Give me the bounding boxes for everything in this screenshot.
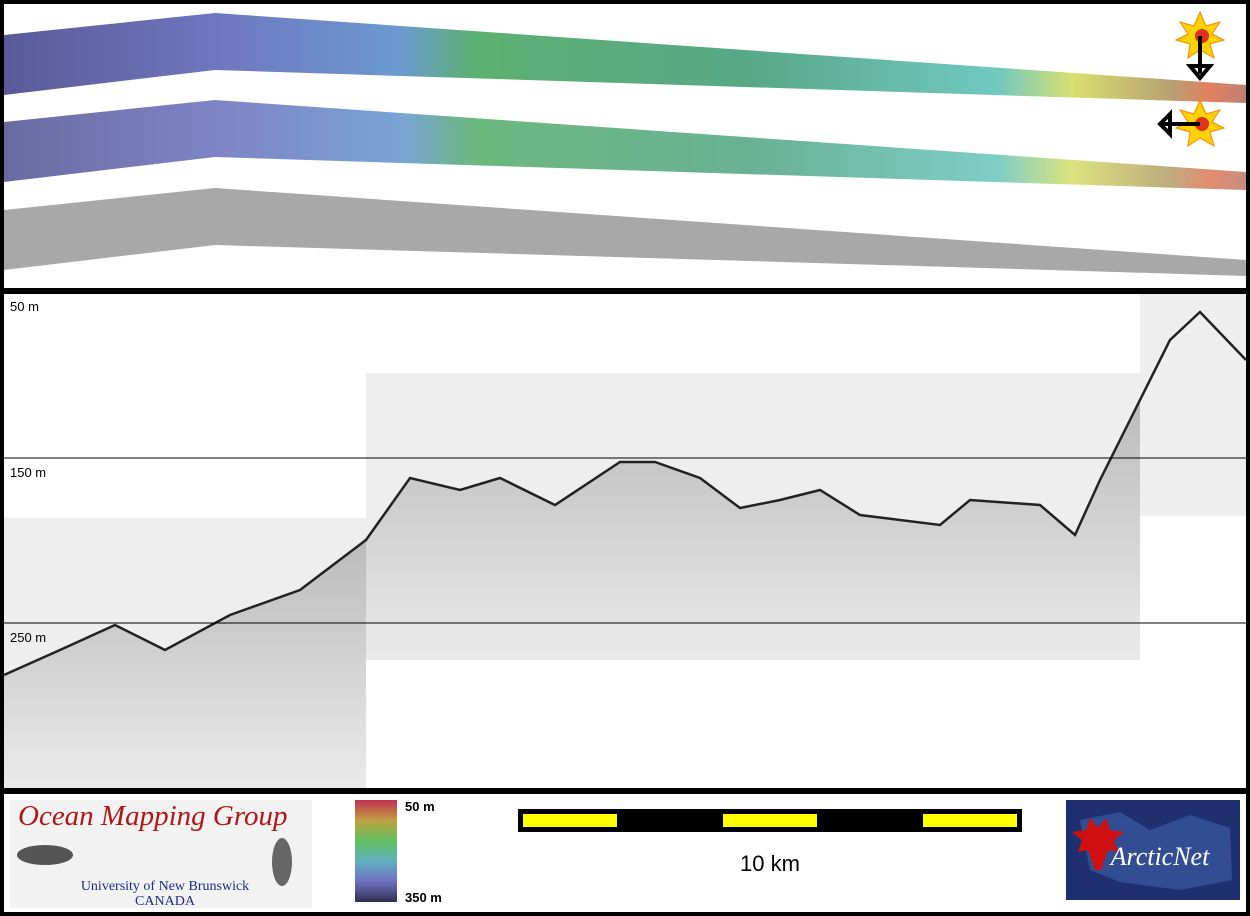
color-scale <box>355 800 397 902</box>
bathymetry-swath <box>4 100 1246 190</box>
scale-bar-segment <box>523 814 617 827</box>
sun-icon <box>1157 98 1226 148</box>
sediment <box>4 540 366 788</box>
depth-label: 150 m <box>10 465 46 480</box>
vessel-icon <box>272 838 292 886</box>
depth-label: 250 m <box>10 630 46 645</box>
color-scale-top: 50 m <box>405 799 435 814</box>
sediment <box>366 400 1140 660</box>
scale-bar-segment <box>723 814 817 827</box>
omg-title: Ocean Mapping Group <box>18 800 288 832</box>
seafloor-reflector <box>3 310 1247 677</box>
omg-country: CANADA <box>135 894 196 909</box>
vessel-icon <box>17 845 73 865</box>
sun-icon <box>1174 10 1226 82</box>
profile-segment <box>1140 294 1246 516</box>
maple-leaf <box>1072 818 1124 870</box>
bathymetry-swath <box>4 13 1246 103</box>
backscatter-swath <box>4 188 1246 276</box>
color-scale-bottom: 350 m <box>405 890 442 905</box>
depth-label: 50 m <box>10 299 39 314</box>
arcticnet-name: ArcticNet <box>1109 842 1210 871</box>
omg-institution: University of New Brunswick <box>81 879 249 894</box>
scale-bar-segment <box>923 814 1017 827</box>
scale-bar-label: 10 km <box>740 851 800 876</box>
